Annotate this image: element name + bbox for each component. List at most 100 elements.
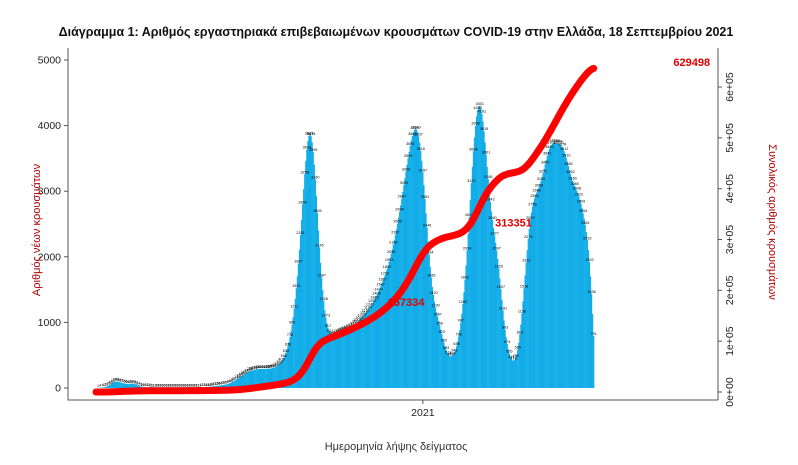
daily-bar bbox=[382, 281, 384, 388]
bar-value-label: 293 bbox=[264, 365, 270, 369]
bar-value-label: 2809 bbox=[577, 200, 585, 204]
daily-bar bbox=[560, 145, 562, 388]
bar-value-label: 12 bbox=[147, 383, 151, 387]
daily-bar bbox=[581, 208, 583, 388]
daily-bar bbox=[544, 164, 546, 388]
daily-bar bbox=[543, 168, 545, 388]
daily-bar bbox=[550, 144, 553, 388]
daily-bar bbox=[462, 303, 464, 388]
daily-bar bbox=[104, 386, 107, 388]
bar-value-label: 1087 bbox=[433, 313, 441, 317]
bar-value-label: 823 bbox=[439, 330, 445, 334]
daily-bar bbox=[536, 192, 538, 388]
bar-value-label: 10 bbox=[172, 383, 176, 387]
bar-value-label: 3008 bbox=[573, 187, 581, 191]
bar-value-label: 3838 bbox=[307, 132, 315, 136]
daily-bar bbox=[383, 278, 385, 388]
daily-bar bbox=[547, 151, 549, 388]
daily-bar bbox=[465, 265, 467, 388]
daily-bar bbox=[356, 321, 359, 388]
bar-value-label: 2337 bbox=[391, 231, 399, 235]
daily-bar bbox=[305, 160, 307, 388]
daily-bar bbox=[426, 227, 428, 388]
x-axis-label: Ημερομηνία λήψης δείγματος bbox=[325, 441, 468, 453]
daily-bar bbox=[485, 154, 487, 388]
daily-bar bbox=[368, 308, 370, 388]
daily-bar bbox=[380, 286, 382, 388]
daily-bar bbox=[561, 146, 563, 388]
daily-bar bbox=[293, 308, 295, 388]
bar-value-label: 180 bbox=[238, 372, 244, 376]
daily-bar bbox=[319, 262, 322, 388]
daily-bar bbox=[304, 174, 306, 388]
daily-bar bbox=[517, 349, 519, 388]
daily-bar bbox=[508, 353, 510, 388]
bar-value-label: 11 bbox=[149, 383, 153, 387]
daily-bar bbox=[331, 335, 333, 388]
daily-bar bbox=[472, 151, 475, 388]
daily-bar bbox=[450, 356, 452, 388]
daily-bar bbox=[492, 227, 495, 388]
daily-bar bbox=[387, 265, 389, 388]
bar-value-label: 14 bbox=[204, 383, 208, 387]
bar-value-label: 965 bbox=[289, 321, 295, 325]
daily-bar bbox=[549, 146, 552, 388]
bar-value-label: 2664 bbox=[579, 209, 587, 213]
bar-value-label: 3409 bbox=[541, 160, 549, 164]
bar-value-label: 10 bbox=[166, 383, 170, 387]
daily-bar bbox=[121, 382, 123, 388]
daily-bar bbox=[377, 291, 380, 388]
bar-value-label: 2145 bbox=[315, 243, 323, 247]
daily-bar bbox=[290, 331, 292, 388]
daily-bar bbox=[367, 309, 369, 388]
bar-value-label: 10 bbox=[176, 383, 180, 387]
daily-bar bbox=[539, 184, 541, 388]
daily-bar bbox=[124, 383, 127, 388]
bar-value-label: 10 bbox=[157, 383, 161, 387]
bar-value-label: 808 bbox=[329, 331, 335, 335]
daily-bar bbox=[222, 384, 225, 388]
daily-bar bbox=[252, 370, 254, 388]
daily-bar bbox=[338, 332, 341, 388]
daily-bar bbox=[397, 217, 400, 388]
daily-bar bbox=[467, 234, 469, 388]
daily-bar bbox=[264, 368, 266, 388]
daily-bar bbox=[556, 143, 558, 388]
daily-bar bbox=[591, 314, 594, 388]
cumulative-total-line bbox=[92, 64, 598, 396]
chart-title: Διάγραμμα 1: Αριθμός εργαστηριακά επιβεβ… bbox=[59, 25, 734, 39]
daily-bar bbox=[552, 143, 555, 388]
bar-value-label: 2690 bbox=[395, 208, 403, 212]
daily-bar bbox=[399, 211, 401, 388]
bar-value-label: 843 bbox=[335, 329, 341, 333]
daily-bar bbox=[354, 323, 357, 388]
y-axis-right-label: Συνολικός αριθμός κρουσμάτων bbox=[766, 144, 778, 300]
daily-bar bbox=[127, 383, 129, 388]
bar-value-label: 2562 bbox=[526, 216, 534, 220]
daily-bar bbox=[138, 386, 140, 388]
daily-bar bbox=[438, 321, 440, 388]
daily-bar bbox=[308, 135, 310, 388]
daily-bar bbox=[278, 363, 281, 388]
bar-value-label: 526 bbox=[506, 349, 512, 353]
daily-bar bbox=[226, 384, 228, 388]
bar-value-label: 2184 bbox=[389, 241, 397, 245]
bar-value-label: 1715 bbox=[381, 272, 389, 276]
daily-bar bbox=[134, 384, 136, 388]
bar-value-label: 458 bbox=[281, 354, 287, 358]
y-right-tick-label: 1e+05 bbox=[724, 326, 736, 356]
daily-bar bbox=[545, 159, 547, 388]
daily-bar bbox=[302, 204, 304, 388]
daily-bar bbox=[351, 326, 353, 388]
daily-bar bbox=[341, 331, 343, 388]
bar-value-label: 256 bbox=[247, 367, 253, 371]
daily-bar bbox=[410, 140, 412, 388]
daily-bar bbox=[254, 369, 256, 388]
bar-value-label: 1 bbox=[97, 384, 99, 388]
daily-bar bbox=[102, 387, 105, 388]
daily-bar bbox=[449, 356, 451, 388]
daily-bar bbox=[516, 354, 518, 388]
daily-bar bbox=[523, 288, 525, 388]
bar-value-label: 3153 bbox=[537, 177, 545, 181]
bar-value-label: 1814 bbox=[383, 265, 391, 269]
